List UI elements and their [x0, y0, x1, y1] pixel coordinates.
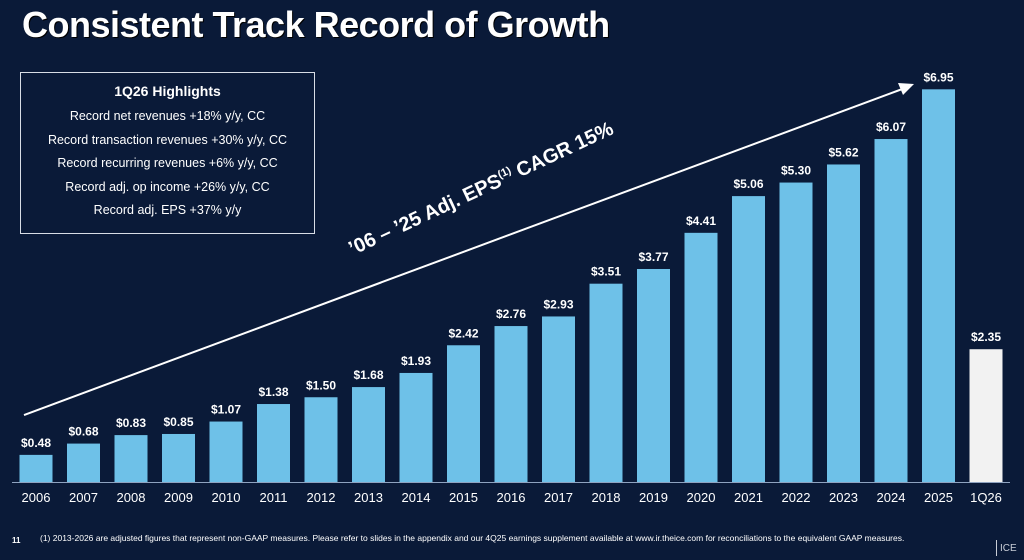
- data-label-2022: $5.30: [781, 164, 811, 178]
- x-tick-label-2008: 2008: [117, 490, 146, 505]
- bar-2018: [589, 283, 623, 482]
- data-label-2011: $1.38: [258, 385, 288, 399]
- data-label-2013: $1.68: [353, 368, 383, 382]
- page-number: 11: [12, 536, 21, 545]
- footnote: (1) 2013-2026 are adjusted figures that …: [40, 533, 905, 543]
- bar-2021: [732, 196, 765, 483]
- trend-arrow-head: [898, 83, 914, 95]
- data-label-2016: $2.76: [496, 307, 526, 321]
- data-label-2024: $6.07: [876, 120, 906, 134]
- data-label-2023: $5.62: [828, 145, 858, 159]
- highlight-item: Record net revenues +18% y/y, CC: [69, 109, 266, 123]
- highlights-title: 1Q26 Highlights: [114, 83, 221, 99]
- x-tick-label-2012: 2012: [307, 490, 336, 505]
- x-tick-label-2023: 2023: [829, 490, 858, 505]
- data-label-2014: $1.93: [401, 354, 431, 368]
- bar-2014: [399, 372, 433, 482]
- data-label-2017: $2.93: [543, 297, 573, 311]
- data-label-2008: $0.83: [116, 416, 146, 430]
- bar-2010: [209, 421, 243, 482]
- data-label-2009: $0.85: [163, 415, 193, 429]
- x-tick-label-2025: 2025: [924, 490, 953, 505]
- bar-2006: [19, 454, 53, 482]
- data-label-2006: $0.48: [21, 436, 51, 450]
- x-tick-label-2010: 2010: [212, 490, 241, 505]
- bar-2015: [447, 345, 480, 482]
- bar-2016: [494, 326, 528, 482]
- bar-2025: [922, 89, 955, 482]
- data-label-2025: $6.95: [923, 70, 953, 84]
- data-label-2021: $5.06: [733, 177, 763, 191]
- data-label-2010: $1.07: [211, 403, 241, 417]
- bar-2011: [257, 404, 290, 482]
- x-tick-label-2021: 2021: [734, 490, 763, 505]
- bar-2024: [874, 139, 908, 483]
- x-tick-label-2022: 2022: [782, 490, 811, 505]
- data-label-2020: $4.41: [686, 214, 716, 228]
- trend-arrow-line: [23, 87, 906, 416]
- x-tick-label-2011: 2011: [260, 490, 288, 505]
- x-tick-label-2009: 2009: [164, 490, 193, 505]
- bar-2019: [637, 268, 670, 482]
- x-tick-label-2024: 2024: [877, 490, 906, 505]
- bar-2008: [114, 435, 148, 482]
- x-tick-label-2007: 2007: [69, 490, 98, 505]
- data-label-2015: $2.42: [448, 326, 478, 340]
- x-tick-label-2013: 2013: [354, 490, 383, 505]
- data-label-2012: $1.50: [306, 378, 336, 392]
- x-tick-label-2018: 2018: [592, 490, 621, 505]
- page-title: Consistent Track Record of Growth: [22, 4, 610, 45]
- bar-2012: [304, 397, 338, 482]
- bar-2013: [352, 387, 385, 482]
- bar-1Q26: [969, 349, 1003, 482]
- bar-2020: [684, 232, 718, 482]
- bar-2022: [779, 182, 813, 483]
- data-label-2018: $3.51: [591, 265, 621, 279]
- data-label-2007: $0.68: [68, 425, 98, 439]
- x-tick-label-2016: 2016: [497, 490, 526, 505]
- highlight-item: Record adj. op income +26% y/y, CC: [65, 179, 270, 194]
- data-label-1Q26: $2.35: [971, 330, 1001, 344]
- x-tick-label-2020: 2020: [687, 490, 716, 505]
- x-tick-label-2014: 2014: [402, 490, 431, 505]
- x-tick-label-2017: 2017: [544, 490, 573, 505]
- bar-2017: [542, 316, 575, 482]
- ice-logo: ICE: [996, 540, 1020, 556]
- bar-2009: [162, 433, 195, 482]
- x-tick-label-1Q26: 1Q26: [970, 490, 1002, 505]
- x-tick-label-2006: 2006: [22, 490, 51, 505]
- highlight-item: Record recurring revenues +6% y/y, CC: [57, 156, 278, 170]
- x-tick-label-2015: 2015: [449, 490, 478, 505]
- bar-2007: [67, 443, 100, 482]
- highlight-item: Record adj. EPS +37% y/y: [93, 203, 242, 217]
- x-tick-label-2019: 2019: [639, 490, 668, 505]
- data-label-2019: $3.77: [638, 250, 668, 264]
- bar-2023: [827, 164, 860, 482]
- highlights-box: 1Q26 Highlights Record net revenues +18%…: [20, 72, 315, 234]
- highlight-item: Record transaction revenues +30% y/y, CC: [47, 132, 288, 147]
